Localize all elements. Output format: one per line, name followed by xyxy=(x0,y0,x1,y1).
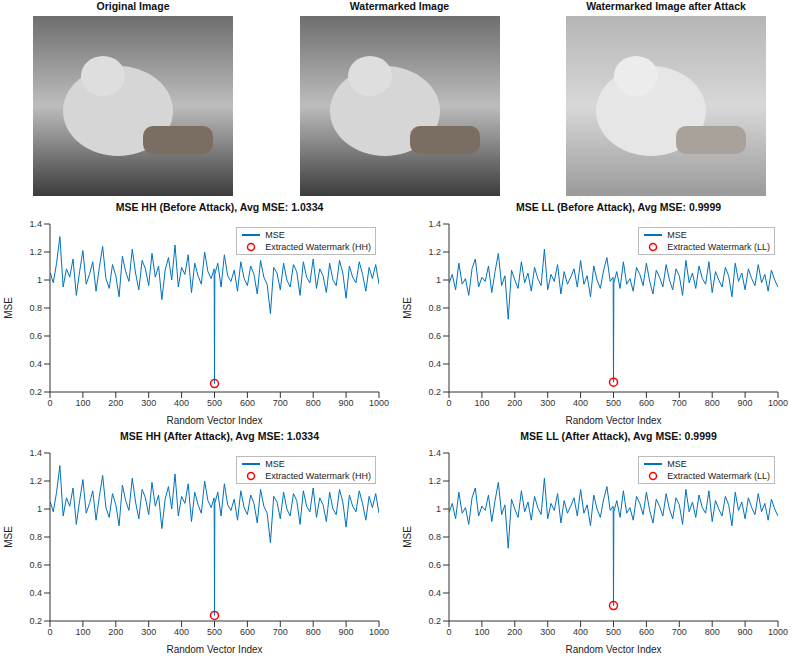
svg-text:1000: 1000 xyxy=(369,627,389,637)
html-text:MSE LL (After Attack), Avg MSE: MSE LL (After Attack), Avg MSE: 0.9999 xyxy=(520,430,717,442)
svg-text:1.2: 1.2 xyxy=(428,476,441,486)
svg-text:0.4: 0.4 xyxy=(428,588,441,598)
svg-text:0.4: 0.4 xyxy=(29,359,42,369)
html-text:Extracted Watermark (LL): Extracted Watermark (LL) xyxy=(667,242,770,252)
svg-text:500: 500 xyxy=(207,398,222,408)
html-text:MSE: MSE xyxy=(265,230,285,240)
html-text:MSE HH (Before Attack), Avg MS: MSE HH (Before Attack), Avg MSE: 1.0334 xyxy=(115,201,324,213)
svg-text:300: 300 xyxy=(141,398,156,408)
svg-text:0.8: 0.8 xyxy=(29,303,42,313)
svg-text:400: 400 xyxy=(573,398,588,408)
svg-text:1.4: 1.4 xyxy=(29,219,42,229)
svg-text:200: 200 xyxy=(108,398,123,408)
svg-text:0.8: 0.8 xyxy=(29,532,42,542)
svg-text:0: 0 xyxy=(446,627,451,637)
svg-text:200: 200 xyxy=(108,627,123,637)
svg-text:1000: 1000 xyxy=(768,398,788,408)
svg-text:Random Vector Index: Random Vector Index xyxy=(166,415,262,426)
svg-text:1: 1 xyxy=(37,504,42,514)
svg-text:MSE: MSE xyxy=(402,526,413,548)
svg-text:0: 0 xyxy=(47,398,52,408)
html-text:Watermarked Image: Watermarked Image xyxy=(349,0,450,12)
svg-text:100: 100 xyxy=(75,627,90,637)
svg-text:100: 100 xyxy=(75,398,90,408)
svg-text:300: 300 xyxy=(540,627,555,637)
svg-text:700: 700 xyxy=(672,627,687,637)
svg-text:0.4: 0.4 xyxy=(29,588,42,598)
svg-text:500: 500 xyxy=(606,398,621,408)
svg-text:0.8: 0.8 xyxy=(428,532,441,542)
html-text:MSE HH (After Attack), Avg MSE: MSE HH (After Attack), Avg MSE: 1.0334 xyxy=(120,430,319,442)
svg-text:0: 0 xyxy=(446,398,451,408)
svg-text:1: 1 xyxy=(37,275,42,285)
svg-text:0.8: 0.8 xyxy=(428,303,441,313)
svg-text:800: 800 xyxy=(306,398,321,408)
svg-text:1.2: 1.2 xyxy=(29,476,42,486)
svg-text:300: 300 xyxy=(540,398,555,408)
svg-text:900: 900 xyxy=(339,398,354,408)
svg-text:1.4: 1.4 xyxy=(428,219,441,229)
svg-text:0.4: 0.4 xyxy=(428,359,441,369)
svg-text:0.2: 0.2 xyxy=(428,616,441,626)
svg-text:0.6: 0.6 xyxy=(428,560,441,570)
svg-text:MSE: MSE xyxy=(3,526,14,548)
svg-text:Random Vector Index: Random Vector Index xyxy=(565,644,661,655)
html-text:Watermarked Image after Attack: Watermarked Image after Attack xyxy=(586,0,746,12)
svg-text:800: 800 xyxy=(705,398,720,408)
svg-text:0.6: 0.6 xyxy=(428,331,441,341)
html-text:Original Image: Original Image xyxy=(96,0,170,12)
svg-text:MSE: MSE xyxy=(3,297,14,319)
svg-text:0.2: 0.2 xyxy=(29,616,42,626)
svg-text:300: 300 xyxy=(141,627,156,637)
svg-text:200: 200 xyxy=(507,398,522,408)
svg-text:1000: 1000 xyxy=(369,398,389,408)
svg-text:100: 100 xyxy=(474,627,489,637)
svg-text:400: 400 xyxy=(174,398,189,408)
svg-text:200: 200 xyxy=(507,627,522,637)
svg-text:800: 800 xyxy=(705,627,720,637)
svg-text:0.2: 0.2 xyxy=(428,387,441,397)
svg-text:900: 900 xyxy=(738,398,753,408)
svg-text:0.2: 0.2 xyxy=(29,387,42,397)
svg-text:1.2: 1.2 xyxy=(428,247,441,257)
svg-text:1: 1 xyxy=(436,504,441,514)
svg-text:0.6: 0.6 xyxy=(29,331,42,341)
svg-text:400: 400 xyxy=(573,627,588,637)
svg-text:600: 600 xyxy=(240,627,255,637)
svg-text:Random Vector Index: Random Vector Index xyxy=(565,415,661,426)
html-text:Extracted Watermark (HH): Extracted Watermark (HH) xyxy=(265,471,371,481)
svg-text:600: 600 xyxy=(639,398,654,408)
html-text:MSE: MSE xyxy=(667,459,687,469)
svg-text:500: 500 xyxy=(207,627,222,637)
svg-text:700: 700 xyxy=(273,398,288,408)
svg-text:MSE: MSE xyxy=(402,297,413,319)
svg-text:700: 700 xyxy=(273,627,288,637)
svg-text:1.2: 1.2 xyxy=(29,247,42,257)
svg-text:700: 700 xyxy=(672,398,687,408)
svg-text:400: 400 xyxy=(174,627,189,637)
svg-text:0.6: 0.6 xyxy=(29,560,42,570)
svg-text:0: 0 xyxy=(47,627,52,637)
svg-text:800: 800 xyxy=(306,627,321,637)
html-text:Extracted Watermark (LL): Extracted Watermark (LL) xyxy=(667,471,770,481)
svg-text:1: 1 xyxy=(436,275,441,285)
svg-text:500: 500 xyxy=(606,627,621,637)
svg-text:1000: 1000 xyxy=(768,627,788,637)
svg-text:1.4: 1.4 xyxy=(428,448,441,458)
html-text:MSE: MSE xyxy=(265,459,285,469)
svg-text:600: 600 xyxy=(240,398,255,408)
svg-text:Random Vector Index: Random Vector Index xyxy=(166,644,262,655)
html-text:MSE: MSE xyxy=(667,230,687,240)
svg-text:600: 600 xyxy=(639,627,654,637)
svg-text:900: 900 xyxy=(339,627,354,637)
html-text:MSE LL (Before Attack), Avg MS: MSE LL (Before Attack), Avg MSE: 0.9999 xyxy=(515,201,722,213)
html-text:Extracted Watermark (HH): Extracted Watermark (HH) xyxy=(265,242,371,252)
svg-text:900: 900 xyxy=(738,627,753,637)
svg-text:100: 100 xyxy=(474,398,489,408)
svg-text:1.4: 1.4 xyxy=(29,448,42,458)
